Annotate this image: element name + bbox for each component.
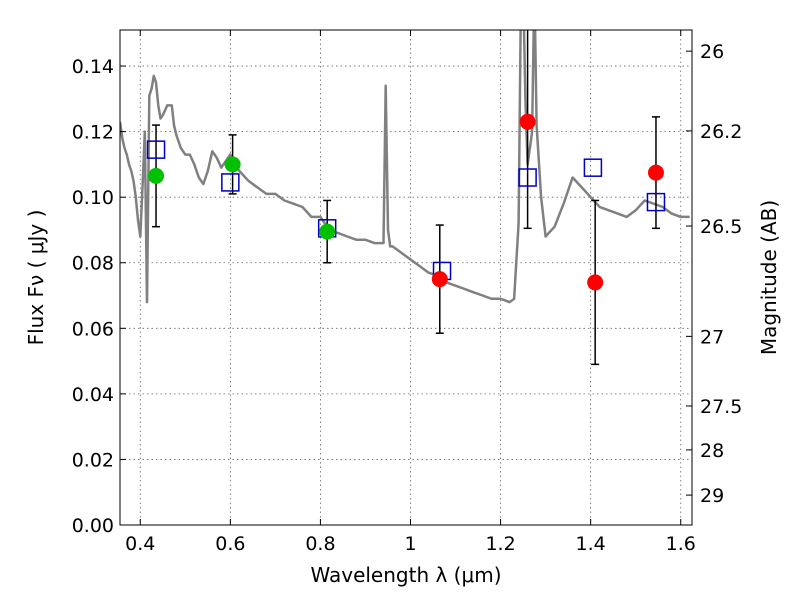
y-axis-label: Flux Fν ( μJy ) [24, 210, 48, 346]
plot-content [120, 30, 690, 366]
x-tick-label: 0.6 [215, 533, 245, 555]
y-tick-label: 0.02 [72, 449, 114, 471]
x-axis-label: Wavelength λ (μm) [310, 563, 501, 587]
plot-frame [119, 29, 693, 526]
x-tick-label: 1.4 [576, 533, 606, 555]
y2-tick-label: 27.5 [700, 396, 742, 418]
model-square-marker [646, 192, 666, 212]
y-tick-label: 0.12 [72, 122, 114, 144]
green-point [319, 223, 336, 240]
green-point [148, 167, 165, 184]
y2-tick-label: 26.2 [700, 121, 742, 143]
x-tick-label: 0.8 [305, 533, 335, 555]
x-tick-label: 0.4 [125, 533, 155, 555]
x-tick-label: 1 [404, 533, 416, 555]
y-tick-label: 0.00 [72, 515, 114, 537]
y2-tick-label: 26.5 [700, 216, 742, 238]
red-point [431, 271, 448, 288]
green-point [224, 156, 241, 173]
y-axis-ticks: 0.00 0.02 0.04 0.06 0.08 0.10 0.12 0.14 [72, 56, 126, 537]
y-tick-label: 0.06 [72, 318, 114, 340]
y2-tick-label: 26 [700, 41, 724, 63]
model-square-marker [146, 140, 166, 159]
y2-axis-ticks: 26 26.2 26.5 27 27.5 28 29 [686, 41, 742, 507]
x-axis-ticks: 0.4 0.6 0.8 1 1.2 1.4 1.6 [125, 30, 696, 555]
model-square-marker [518, 168, 537, 187]
y-tick-label: 0.10 [72, 187, 114, 209]
y2-tick-label: 28 [700, 440, 724, 462]
x-tick-label: 1.2 [485, 533, 515, 555]
model-square-marker [583, 158, 603, 177]
red-point [587, 274, 604, 291]
red-point [647, 164, 664, 181]
model-spectrum-line [120, 30, 690, 304]
grid [120, 30, 692, 526]
model-square-marker [221, 173, 240, 192]
y2-axis-label: Magnitude (AB) [757, 200, 781, 355]
x-tick-label: 1.6 [666, 533, 696, 555]
y-tick-label: 0.08 [72, 253, 114, 275]
y2-tick-label: 27 [700, 326, 724, 348]
y-tick-label: 0.14 [72, 56, 114, 78]
y2-tick-label: 29 [700, 485, 724, 507]
y-tick-label: 0.04 [72, 384, 114, 406]
red-point [519, 113, 536, 130]
